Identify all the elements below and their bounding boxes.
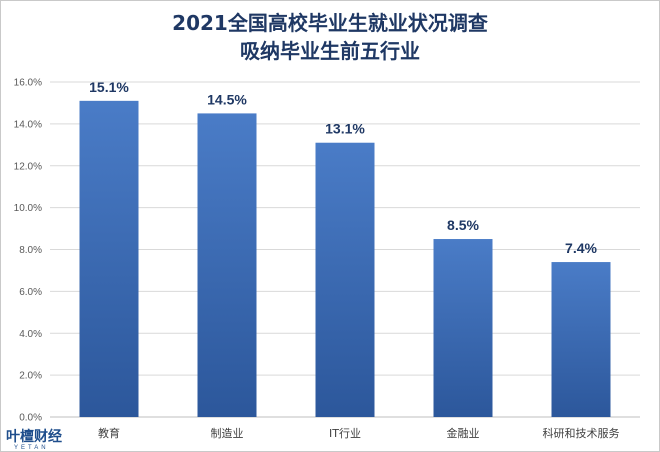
logo-text: 叶檀财经 <box>6 428 62 445</box>
bar <box>433 239 493 417</box>
y-tick-label: 8.0% <box>19 245 42 256</box>
bar <box>197 113 257 417</box>
y-tick-label: 16.0% <box>14 78 42 89</box>
y-tick-label: 2.0% <box>19 371 42 382</box>
y-tick-label: 0.0% <box>19 413 42 424</box>
bar <box>315 142 375 417</box>
data-label: 7.4% <box>565 240 597 256</box>
data-label: 15.1% <box>89 79 129 95</box>
y-axis-tick-labels: 0.0% 2.0% 4.0% 6.0% 8.0% 10.0% 12.0% 14.0% 16.0% <box>14 78 42 424</box>
x-tick-label: 科研和技术服务 <box>543 426 620 440</box>
bar <box>551 262 611 417</box>
chart-title-line-2: 吸纳毕业生前五行业 <box>240 39 420 63</box>
x-axis-category-labels: 教育 制造业 IT行业 金融业 科研和技术服务 <box>98 426 620 440</box>
data-label: 13.1% <box>325 121 365 137</box>
x-tick-label: 金融业 <box>447 426 480 440</box>
bars <box>79 100 611 417</box>
y-tick-label: 6.0% <box>19 287 42 298</box>
bar <box>79 100 139 417</box>
gridlines <box>50 81 640 418</box>
data-label: 8.5% <box>447 217 479 233</box>
logo-subtext: YETAN <box>14 445 49 451</box>
x-tick-label: 教育 <box>98 426 120 440</box>
y-tick-label: 12.0% <box>14 161 42 172</box>
x-tick-label: 制造业 <box>211 426 244 440</box>
x-tick-label: IT行业 <box>329 427 361 440</box>
data-label: 14.5% <box>207 91 247 107</box>
y-tick-label: 4.0% <box>19 329 42 340</box>
value-labels: 15.1% 14.5% 13.1% 8.5% 7.4% <box>89 79 597 256</box>
y-tick-label: 14.0% <box>14 119 42 130</box>
y-tick-label: 10.0% <box>14 203 42 214</box>
chart-title-line-1: 2021全国高校毕业生就业状况调查 <box>172 11 488 35</box>
logo: 叶檀财经 YETAN <box>6 428 62 451</box>
